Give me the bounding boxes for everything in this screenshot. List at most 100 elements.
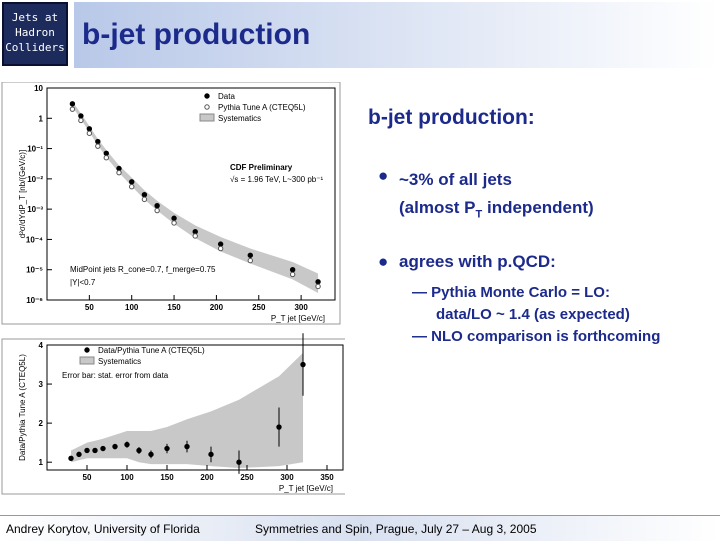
sub-item: — Pythia Monte Carlo = LO: (412, 284, 610, 301)
bullet: ● (378, 252, 389, 271)
systematics-band (71, 352, 303, 469)
x-tick-label: 250 (252, 303, 266, 312)
legend-marker (204, 93, 210, 99)
model-point (69, 106, 76, 112)
data-point (208, 451, 214, 458)
legend-swatch (199, 113, 215, 122)
data-point (103, 150, 109, 156)
legend-label: Data/Pythia Tune A (CTEQ5L) (98, 346, 205, 355)
text: Pythia Monte Carlo = LO: (431, 284, 610, 301)
badge-line: Hadron (15, 26, 55, 39)
annotation: MidPoint jets R_cone=0.7, f_merge=0.75 (70, 265, 216, 274)
data-point (68, 455, 74, 461)
data-point (154, 202, 160, 209)
bullet-text: agrees with p.QCD: (399, 252, 556, 271)
model-point (192, 233, 198, 239)
x-tick-label: 50 (83, 473, 92, 482)
x-tick-label: 50 (85, 303, 94, 312)
x-tick-label: 200 (200, 473, 214, 482)
sub-item: data/LO ~ 1.4 (as expected) (436, 306, 630, 323)
model-point (154, 207, 160, 214)
sub-item: — NLO comparison is forthcoming (412, 328, 661, 345)
data-point (129, 179, 135, 185)
y-tick-label: 10⁻⁵ (26, 266, 43, 275)
x-tick-label: 100 (120, 473, 134, 482)
model-point (129, 184, 135, 190)
data-point (236, 459, 242, 465)
title: b-jet production (82, 18, 311, 51)
title-bar (74, 2, 718, 68)
y-tick-label: 10⁻² (27, 175, 43, 184)
y-tick-label: 4 (39, 341, 44, 350)
data-point (86, 126, 93, 132)
heading: b-jet production: (368, 106, 535, 129)
data-point (171, 215, 177, 221)
text: independent) (482, 198, 594, 217)
badge-line: Jets at (11, 11, 59, 24)
x-tick-label: 250 (240, 473, 254, 482)
x-tick-label: 150 (160, 473, 174, 482)
data-point (76, 451, 82, 458)
x-tick-label: 300 (280, 473, 294, 482)
annotation: √s = 1.96 TeV, L~300 pb⁻¹ (230, 175, 323, 184)
annotation: CDF Preliminary (230, 163, 293, 172)
model-point (86, 130, 93, 136)
x-tick-label: 100 (125, 303, 139, 312)
footer-right: Symmetries and Spin, Prague, July 27 – A… (255, 522, 537, 536)
x-tick-label: 150 (167, 303, 181, 312)
badge: Jets at Hadron Colliders (2, 2, 68, 66)
model-point (95, 143, 101, 149)
axes (46, 344, 344, 471)
model-point (116, 169, 122, 176)
y-tick-label: 1 (39, 458, 44, 467)
legend-marker (204, 104, 210, 110)
x-tick-label: 300 (294, 303, 308, 312)
text: (almost P (399, 198, 476, 217)
footer-left: Andrey Korytov, University of Florida (6, 522, 200, 536)
legend-label: Data (218, 92, 235, 101)
legend-label: Pythia Tune A (CTEQ5L) (218, 103, 306, 112)
annotation: |Y|<0.7 (70, 278, 96, 287)
y-axis-label: d²σ/dYdP_T [nb/(GeV/c)] (18, 150, 27, 238)
data-point (247, 252, 253, 258)
x-axis-label: P_T jet [GeV/c] (279, 484, 333, 493)
y-tick-label: 10⁻⁶ (26, 296, 43, 305)
data-point (289, 267, 296, 273)
data-point (141, 191, 148, 198)
model-point (247, 257, 253, 264)
text: NLO comparison is forthcoming (431, 328, 661, 345)
data-point (84, 447, 90, 454)
bullet-line: ~3% of all jets (399, 170, 512, 189)
data-point (69, 101, 76, 107)
y-tick-label: 10⁻³ (27, 205, 43, 214)
data-point (148, 451, 154, 458)
y-tick-label: 10⁻⁴ (26, 235, 43, 244)
data-point (100, 445, 106, 452)
data-point (217, 241, 224, 247)
data-point (315, 279, 321, 285)
bullet-text: ~3% of all jets (almost PT independent) (399, 166, 594, 228)
model-point (78, 117, 84, 124)
data-point (95, 138, 101, 145)
legend-marker (84, 347, 90, 353)
plot-frame (1, 82, 341, 325)
y-tick-label: 3 (39, 380, 44, 389)
x-axis-label: P_T jet [GeV/c] (271, 314, 325, 323)
footer-band (0, 515, 720, 541)
model-point (217, 245, 224, 252)
legend-label: Systematics (218, 114, 261, 123)
model-point (103, 154, 109, 161)
y-tick-label: 10 (34, 84, 43, 93)
axes (46, 87, 336, 301)
model-point (315, 283, 321, 290)
sub-list: — Pythia Monte Carlo = LO: data/LO ~ 1.4… (412, 282, 660, 348)
data-point (192, 228, 198, 235)
data-point (92, 447, 98, 454)
legend-swatch (79, 356, 95, 365)
bullet: ● (378, 166, 389, 185)
x-tick-label: 200 (210, 303, 224, 312)
data-point (124, 441, 130, 448)
legend-label: Systematics (98, 357, 141, 366)
